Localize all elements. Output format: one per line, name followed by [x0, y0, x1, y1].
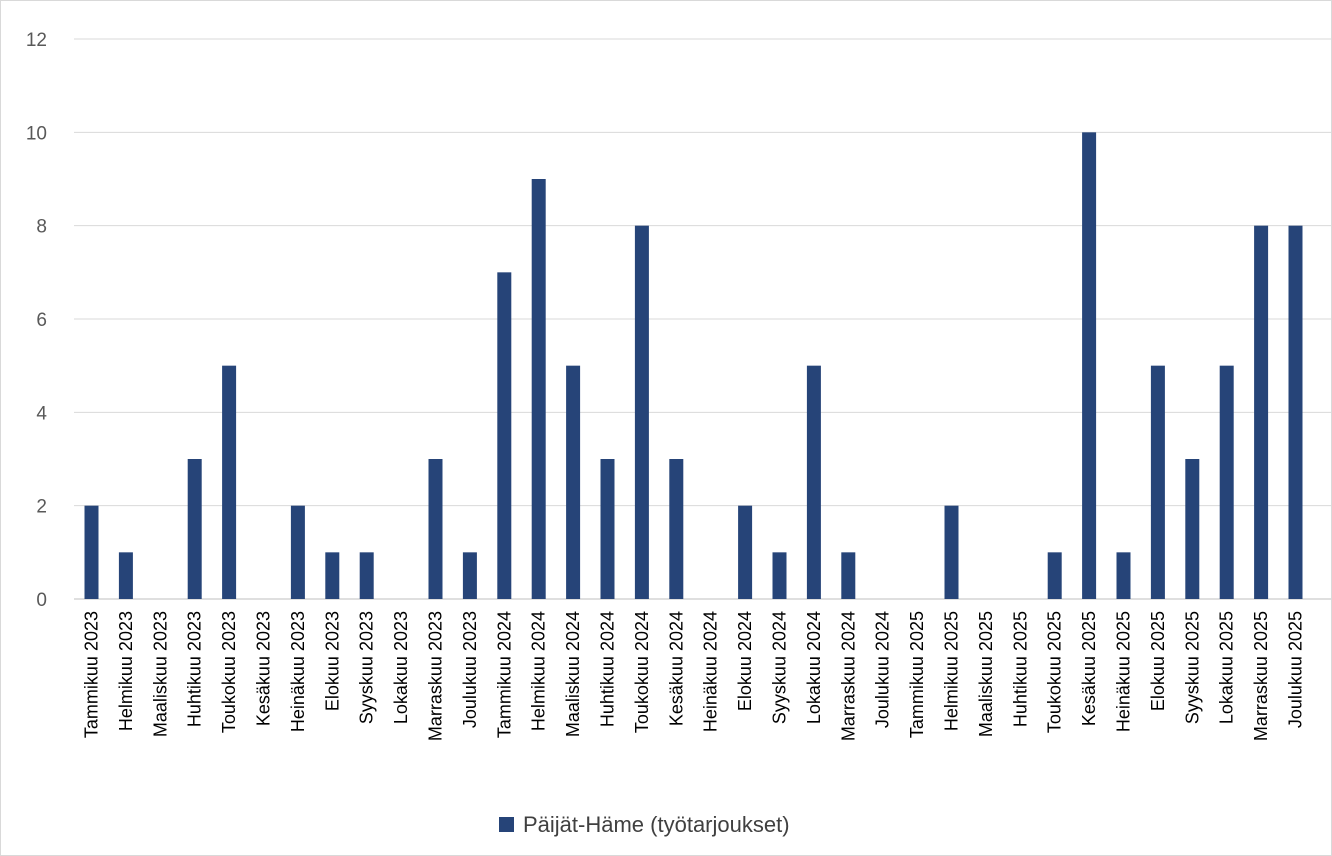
y-tick-label: 6: [36, 310, 47, 331]
legend: Päijät-Häme (työtarjoukset): [499, 812, 790, 837]
bar: [1116, 552, 1131, 599]
x-tick-label: Marraskuu 2024: [838, 611, 858, 741]
bar: [531, 179, 546, 599]
x-tick-label: Toukokuu 2023: [219, 611, 239, 733]
legend-swatch: [499, 817, 514, 832]
bar: [222, 365, 237, 599]
bar: [566, 365, 581, 599]
x-tick-label: Kesäkuu 2024: [666, 611, 686, 726]
x-tick-label: Heinäkuu 2023: [288, 611, 308, 732]
bar: [841, 552, 856, 599]
x-tick-label: Syyskuu 2023: [357, 611, 377, 724]
bar: [1047, 552, 1062, 599]
bar: [1254, 225, 1269, 599]
bar: [806, 365, 821, 599]
bar: [325, 552, 340, 599]
x-tick-label: Huhtikuu 2024: [598, 611, 618, 727]
x-tick-label: Kesäkuu 2023: [254, 611, 274, 726]
x-tick-label: Joulukuu 2023: [460, 611, 480, 728]
bar: [669, 459, 684, 599]
y-tick-label: 8: [36, 217, 47, 238]
x-tick-label: Kesäkuu 2025: [1079, 611, 1099, 726]
x-tick-label: Syyskuu 2024: [770, 611, 790, 724]
x-tick-label: Elokuu 2024: [735, 611, 755, 711]
bar: [1150, 365, 1165, 599]
y-tick-label: 10: [26, 123, 47, 144]
bar: [462, 552, 477, 599]
x-axis-labels: Tammikuu 2023 Helmikuu 2023 Maaliskuu 2023…: [82, 611, 1306, 741]
x-tick-label: Huhtikuu 2023: [185, 611, 205, 727]
y-tick-label: 0: [36, 590, 47, 611]
bar: [1185, 459, 1200, 599]
x-tick-label: Heinäkuu 2024: [701, 611, 721, 732]
x-tick-label: Maaliskuu 2025: [976, 611, 996, 737]
bar: [1082, 132, 1097, 600]
bar: [1219, 365, 1234, 599]
x-tick-label: Tammikuu 2024: [494, 611, 514, 738]
y-axis-ticks: 0 2 4 6 8 10 12: [26, 30, 48, 611]
x-tick-label: Elokuu 2023: [322, 611, 342, 711]
x-tick-label: Helmikuu 2025: [942, 611, 962, 731]
bar: [84, 505, 99, 599]
bar: [1288, 225, 1303, 599]
bar: [118, 552, 133, 599]
x-tick-label: Lokakuu 2024: [804, 611, 824, 724]
bar: [634, 225, 649, 599]
x-tick-label: Marraskuu 2023: [426, 611, 446, 741]
y-tick-label: 4: [36, 403, 47, 424]
x-tick-label: Marraskuu 2025: [1251, 611, 1271, 741]
x-tick-label: Helmikuu 2024: [529, 611, 549, 731]
gridlines: [74, 38, 1331, 600]
x-tick-label: Elokuu 2025: [1148, 611, 1168, 711]
bar: [428, 459, 443, 599]
x-tick-label: Maaliskuu 2023: [150, 611, 170, 737]
x-tick-label: Joulukuu 2024: [873, 611, 893, 728]
x-tick-label: Toukokuu 2025: [1045, 611, 1065, 733]
bar: [944, 505, 959, 599]
bar: [359, 552, 374, 599]
x-tick-label: Lokakuu 2023: [391, 611, 411, 724]
y-tick-label: 2: [36, 497, 47, 518]
x-tick-label: Joulukuu 2025: [1286, 611, 1306, 728]
bars: [84, 132, 1303, 600]
bar: [772, 552, 787, 599]
x-tick-label: Tammikuu 2023: [82, 611, 102, 738]
bar: [497, 272, 512, 599]
x-tick-label: Helmikuu 2023: [116, 611, 136, 731]
x-tick-label: Toukokuu 2024: [632, 611, 652, 733]
x-tick-label: Tammikuu 2025: [907, 611, 927, 738]
y-tick-label: 12: [26, 30, 47, 51]
bar: [600, 459, 615, 599]
x-tick-label: Heinäkuu 2025: [1114, 611, 1134, 732]
x-tick-label: Syyskuu 2025: [1182, 611, 1202, 724]
bar: [290, 505, 305, 599]
x-tick-label: Huhtikuu 2025: [1010, 611, 1030, 727]
bar: [187, 459, 202, 599]
legend-label: Päijät-Häme (työtarjoukset): [523, 812, 790, 837]
bar: [738, 505, 753, 599]
x-tick-label: Maaliskuu 2024: [563, 611, 583, 737]
x-tick-label: Lokakuu 2025: [1217, 611, 1237, 724]
